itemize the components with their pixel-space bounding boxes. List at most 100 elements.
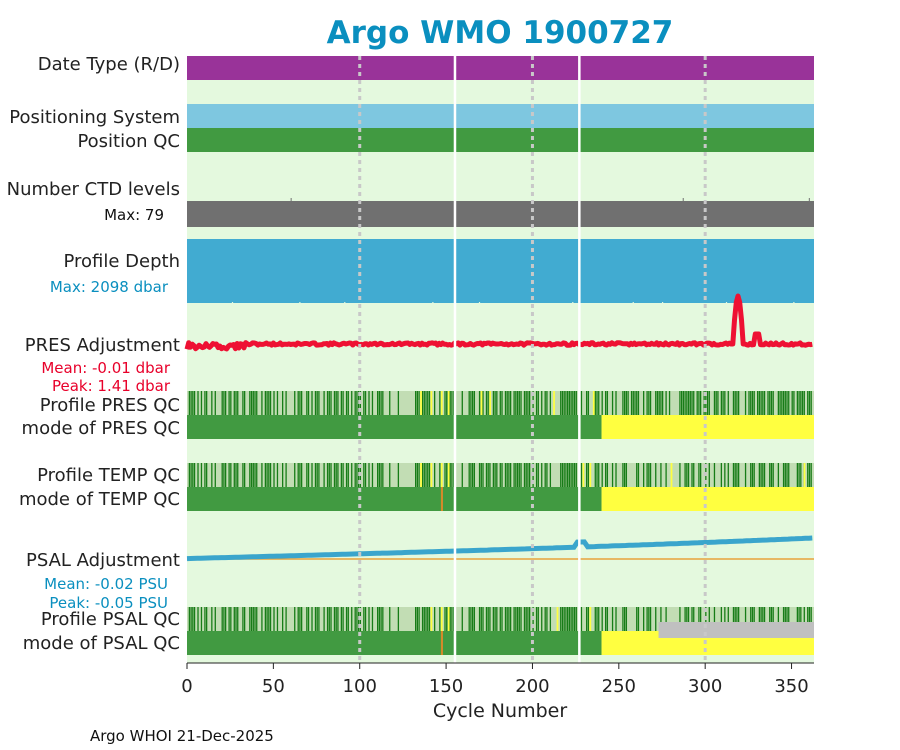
psal-qc-stripe [211, 607, 213, 631]
psal-qc-stripe [587, 607, 590, 631]
label-date-type: Date Type (R/D) [38, 54, 180, 75]
pres-qc-stripe [720, 391, 723, 415]
psal-qc-stripe [423, 607, 425, 631]
pres-qc-stripe [473, 391, 476, 415]
pres-qc-stripe [784, 391, 786, 415]
psal-qc-stripe [237, 607, 239, 631]
temp-qc-stripe [323, 463, 325, 487]
temp-qc-stripe [434, 463, 436, 487]
pres-qc-stripe [307, 391, 310, 415]
pres-qc-stripe [684, 391, 686, 415]
pres-qc-stripe [371, 391, 374, 415]
psal-qc-stripe [622, 607, 624, 631]
pres-qc-stripe [751, 391, 754, 415]
pres-qc-stripe [337, 391, 339, 415]
temp-qc-stripe [598, 463, 600, 487]
temp-qc-stripe [649, 463, 652, 487]
temp-qc-stripe [225, 463, 227, 487]
psal-qc-stripe [427, 607, 429, 631]
pres-qc-stripe [323, 391, 325, 415]
temp-qc-stripe [197, 463, 199, 487]
label-pres-adjustment: PRES Adjustment [25, 335, 180, 356]
temp-qc-stripe [268, 463, 270, 487]
temp-qc-stripe [425, 463, 427, 487]
psal-qc-stripe [285, 607, 287, 631]
temp-qc-stripe [570, 463, 572, 487]
pres-qc-stripe [808, 391, 811, 415]
psal-qc-flag [440, 607, 443, 631]
pres-qc-stripe [770, 391, 773, 415]
pres-qc-stripe [568, 391, 571, 415]
pres-qc-stripe [235, 391, 237, 415]
pres-qc-stripe [560, 391, 562, 415]
label-mode-pres-qc: mode of PRES QC [22, 418, 180, 439]
pres-qc-stripe [487, 391, 489, 415]
pres-qc-stripe [738, 391, 740, 415]
psal-qc-stripe [736, 607, 738, 631]
pres-qc-stripe [648, 391, 650, 415]
psal-qc-stripe [225, 607, 227, 631]
pres-qc-flag [447, 391, 450, 415]
pres-qc-stripe [233, 391, 235, 415]
temp-qc-stripe [333, 463, 336, 487]
temp-qc-stripe [192, 463, 194, 487]
temp-qc-stripe [535, 463, 538, 487]
temp-qc-stripe [763, 463, 766, 487]
cycle-gap-227 [578, 56, 581, 663]
temp-qc-stripe [572, 463, 574, 487]
cycle-gap-155 [453, 56, 457, 663]
pres-qc-stripe [254, 391, 256, 415]
temp-qc-stripe [382, 463, 384, 487]
pres-qc-stripe [230, 391, 232, 415]
temp-qc-stripe [750, 463, 752, 487]
temp-qc-stripe [351, 463, 353, 487]
pres-qc-stripe [428, 391, 431, 415]
pres-qc-stripe [573, 391, 576, 415]
psal-qc-stripe [594, 607, 596, 631]
pres-qc-stripe [347, 391, 349, 415]
psal-qc-stripe [256, 607, 258, 631]
psal-qc-stripe [777, 607, 780, 631]
pres-qc-stripe [625, 391, 628, 415]
temp-qc-stripe [808, 463, 811, 487]
pres-qc-stripe [727, 391, 729, 415]
temp-qc-stripe [546, 463, 548, 487]
psal-qc-stripe [307, 607, 310, 631]
profile-depth-notch [299, 302, 301, 305]
pres-qc-stripe [637, 391, 640, 415]
pres-qc-stripe [541, 391, 543, 415]
psal-qc-stripe [525, 607, 527, 631]
temp-qc-stripe [798, 463, 800, 487]
temp-mode-flag [440, 487, 443, 511]
temp-qc-stripe [810, 463, 812, 487]
temp-qc-stripe [762, 463, 764, 487]
temp-qc-stripe [753, 463, 755, 487]
label-pres-mean: Mean: -0.01 dbar [41, 359, 171, 377]
pres-qc-flag [489, 391, 491, 415]
psal-qc-stripe [535, 607, 538, 631]
pres-qc-stripe [316, 391, 318, 415]
pres-qc-stripe [250, 391, 253, 415]
x-tick-label: 0 [181, 676, 192, 697]
temp-qc-stripe [568, 463, 571, 487]
temp-qc-stripe [561, 463, 564, 487]
pres-qc-stripe [515, 391, 517, 415]
temp-qc-stripe [777, 463, 780, 487]
pres-qc-stripe [494, 391, 496, 415]
psal-qc-stripe [537, 607, 539, 631]
psal-qc-stripe [798, 607, 800, 631]
psal-qc-stripe [264, 607, 267, 631]
temp-qc-flag [803, 463, 806, 487]
psal-qc-stripe [546, 607, 548, 631]
temp-qc-stripe [796, 463, 799, 487]
profile-depth-notch [725, 302, 728, 305]
pres-qc-flag [480, 391, 483, 415]
pres-qc-stripe [416, 391, 419, 415]
temp-qc-stripe [788, 463, 790, 487]
pres-qc-stripe [508, 391, 510, 415]
temp-qc-stripe [211, 463, 213, 487]
temp-qc-stripe [527, 463, 529, 487]
temp-qc-stripe [378, 463, 381, 487]
pres-qc-stripe [356, 391, 358, 415]
psal-qc-stripe [732, 607, 735, 631]
